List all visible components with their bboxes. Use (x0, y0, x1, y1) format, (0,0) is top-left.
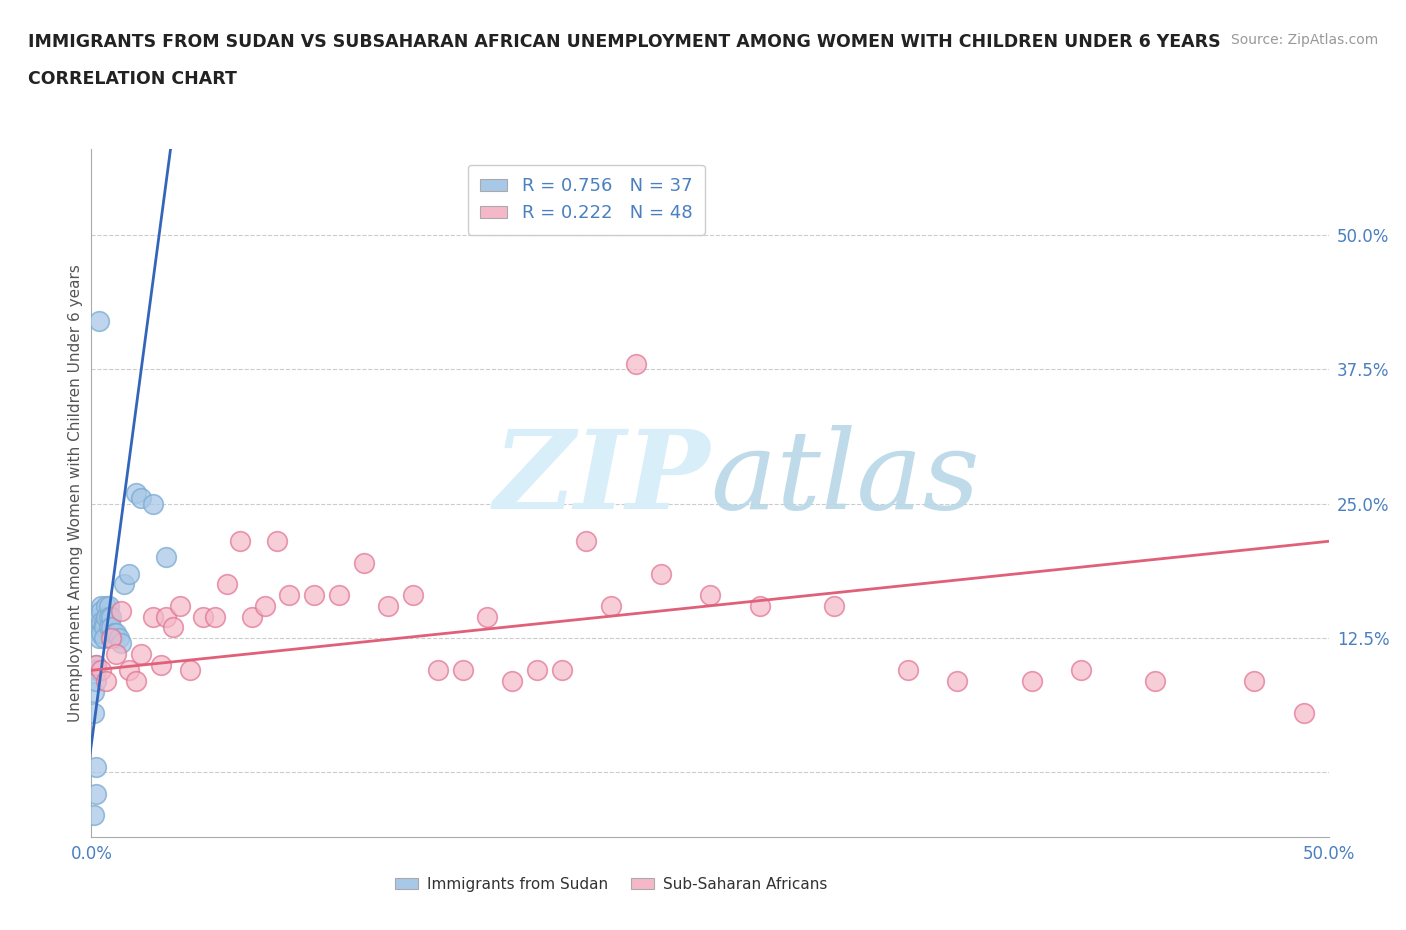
Point (550, 663, 572, 678)
Point (155, 550, 177, 565)
Point (240, 609, 263, 624)
Point (229, 534, 252, 549)
Point (477, 609, 499, 624)
Legend: Immigrants from Sudan, Sub-Saharan Africans: Immigrants from Sudan, Sub-Saharan Afric… (388, 871, 834, 898)
Point (86, 658, 108, 672)
Point (87, 609, 110, 624)
Point (87, 620, 110, 635)
Point (1292, 706, 1315, 721)
Point (278, 588, 301, 603)
Point (129, 646, 152, 661)
Point (149, 658, 172, 672)
Point (90, 625, 112, 640)
Point (946, 673, 969, 688)
Point (155, 609, 177, 624)
Point (90, 598, 112, 613)
Y-axis label: Unemployment Among Women with Children Under 6 years: Unemployment Among Women with Children U… (67, 264, 83, 722)
Point (624, 356, 647, 371)
Point (110, 604, 132, 618)
Point (112, 577, 135, 591)
Text: ZIP: ZIP (494, 425, 710, 533)
Point (105, 646, 128, 661)
Point (90, 604, 112, 618)
Point (451, 663, 474, 678)
Point (97, 620, 120, 635)
Point (87, 631, 110, 645)
Point (107, 631, 129, 645)
Point (217, 577, 239, 591)
Point (1070, 663, 1092, 678)
Text: IMMIGRANTS FROM SUDAN VS SUBSAHARAN AFRICAN UNEMPLOYMENT AMONG WOMEN WITH CHILDR: IMMIGRANTS FROM SUDAN VS SUBSAHARAN AFRI… (28, 33, 1220, 50)
Point (125, 485, 148, 500)
Point (86, 663, 108, 678)
Point (897, 663, 920, 678)
Point (100, 609, 122, 624)
Point (402, 588, 425, 603)
Point (96, 673, 118, 688)
Point (96, 609, 118, 624)
Point (86, 787, 108, 802)
Point (83, 684, 105, 699)
Point (328, 588, 350, 603)
Point (179, 663, 201, 678)
Point (426, 663, 449, 678)
Point (96, 598, 118, 613)
Point (117, 663, 139, 678)
Text: CORRELATION CHART: CORRELATION CHART (28, 70, 238, 87)
Point (87, 313, 110, 328)
Point (650, 566, 672, 581)
Point (93, 620, 115, 635)
Point (377, 598, 399, 613)
Point (86, 658, 108, 672)
Point (1144, 673, 1167, 688)
Point (748, 598, 770, 613)
Point (191, 609, 214, 624)
Point (90, 615, 112, 630)
Point (86, 760, 108, 775)
Point (169, 598, 191, 613)
Point (86, 673, 108, 688)
Point (93, 615, 115, 630)
Point (100, 620, 122, 635)
Point (129, 491, 152, 506)
Point (87, 625, 110, 640)
Point (501, 673, 523, 688)
Point (93, 631, 115, 645)
Point (83, 808, 105, 823)
Point (699, 588, 721, 603)
Point (1021, 673, 1043, 688)
Text: Source: ZipAtlas.com: Source: ZipAtlas.com (1230, 33, 1378, 46)
Point (100, 631, 122, 645)
Point (97, 598, 120, 613)
Point (142, 497, 165, 512)
Point (90, 663, 112, 678)
Point (353, 555, 375, 570)
Point (204, 609, 226, 624)
Point (302, 588, 325, 603)
Text: atlas: atlas (710, 425, 980, 533)
Point (105, 625, 128, 640)
Point (600, 598, 623, 613)
Point (162, 620, 184, 635)
Point (83, 706, 105, 721)
Point (110, 636, 132, 651)
Point (823, 598, 845, 613)
Point (117, 566, 139, 581)
Point (1243, 673, 1265, 688)
Point (526, 663, 548, 678)
Point (266, 534, 288, 549)
Point (575, 534, 598, 549)
Point (125, 673, 148, 688)
Point (253, 598, 276, 613)
Point (103, 625, 125, 640)
Point (142, 609, 165, 624)
Point (97, 609, 120, 624)
